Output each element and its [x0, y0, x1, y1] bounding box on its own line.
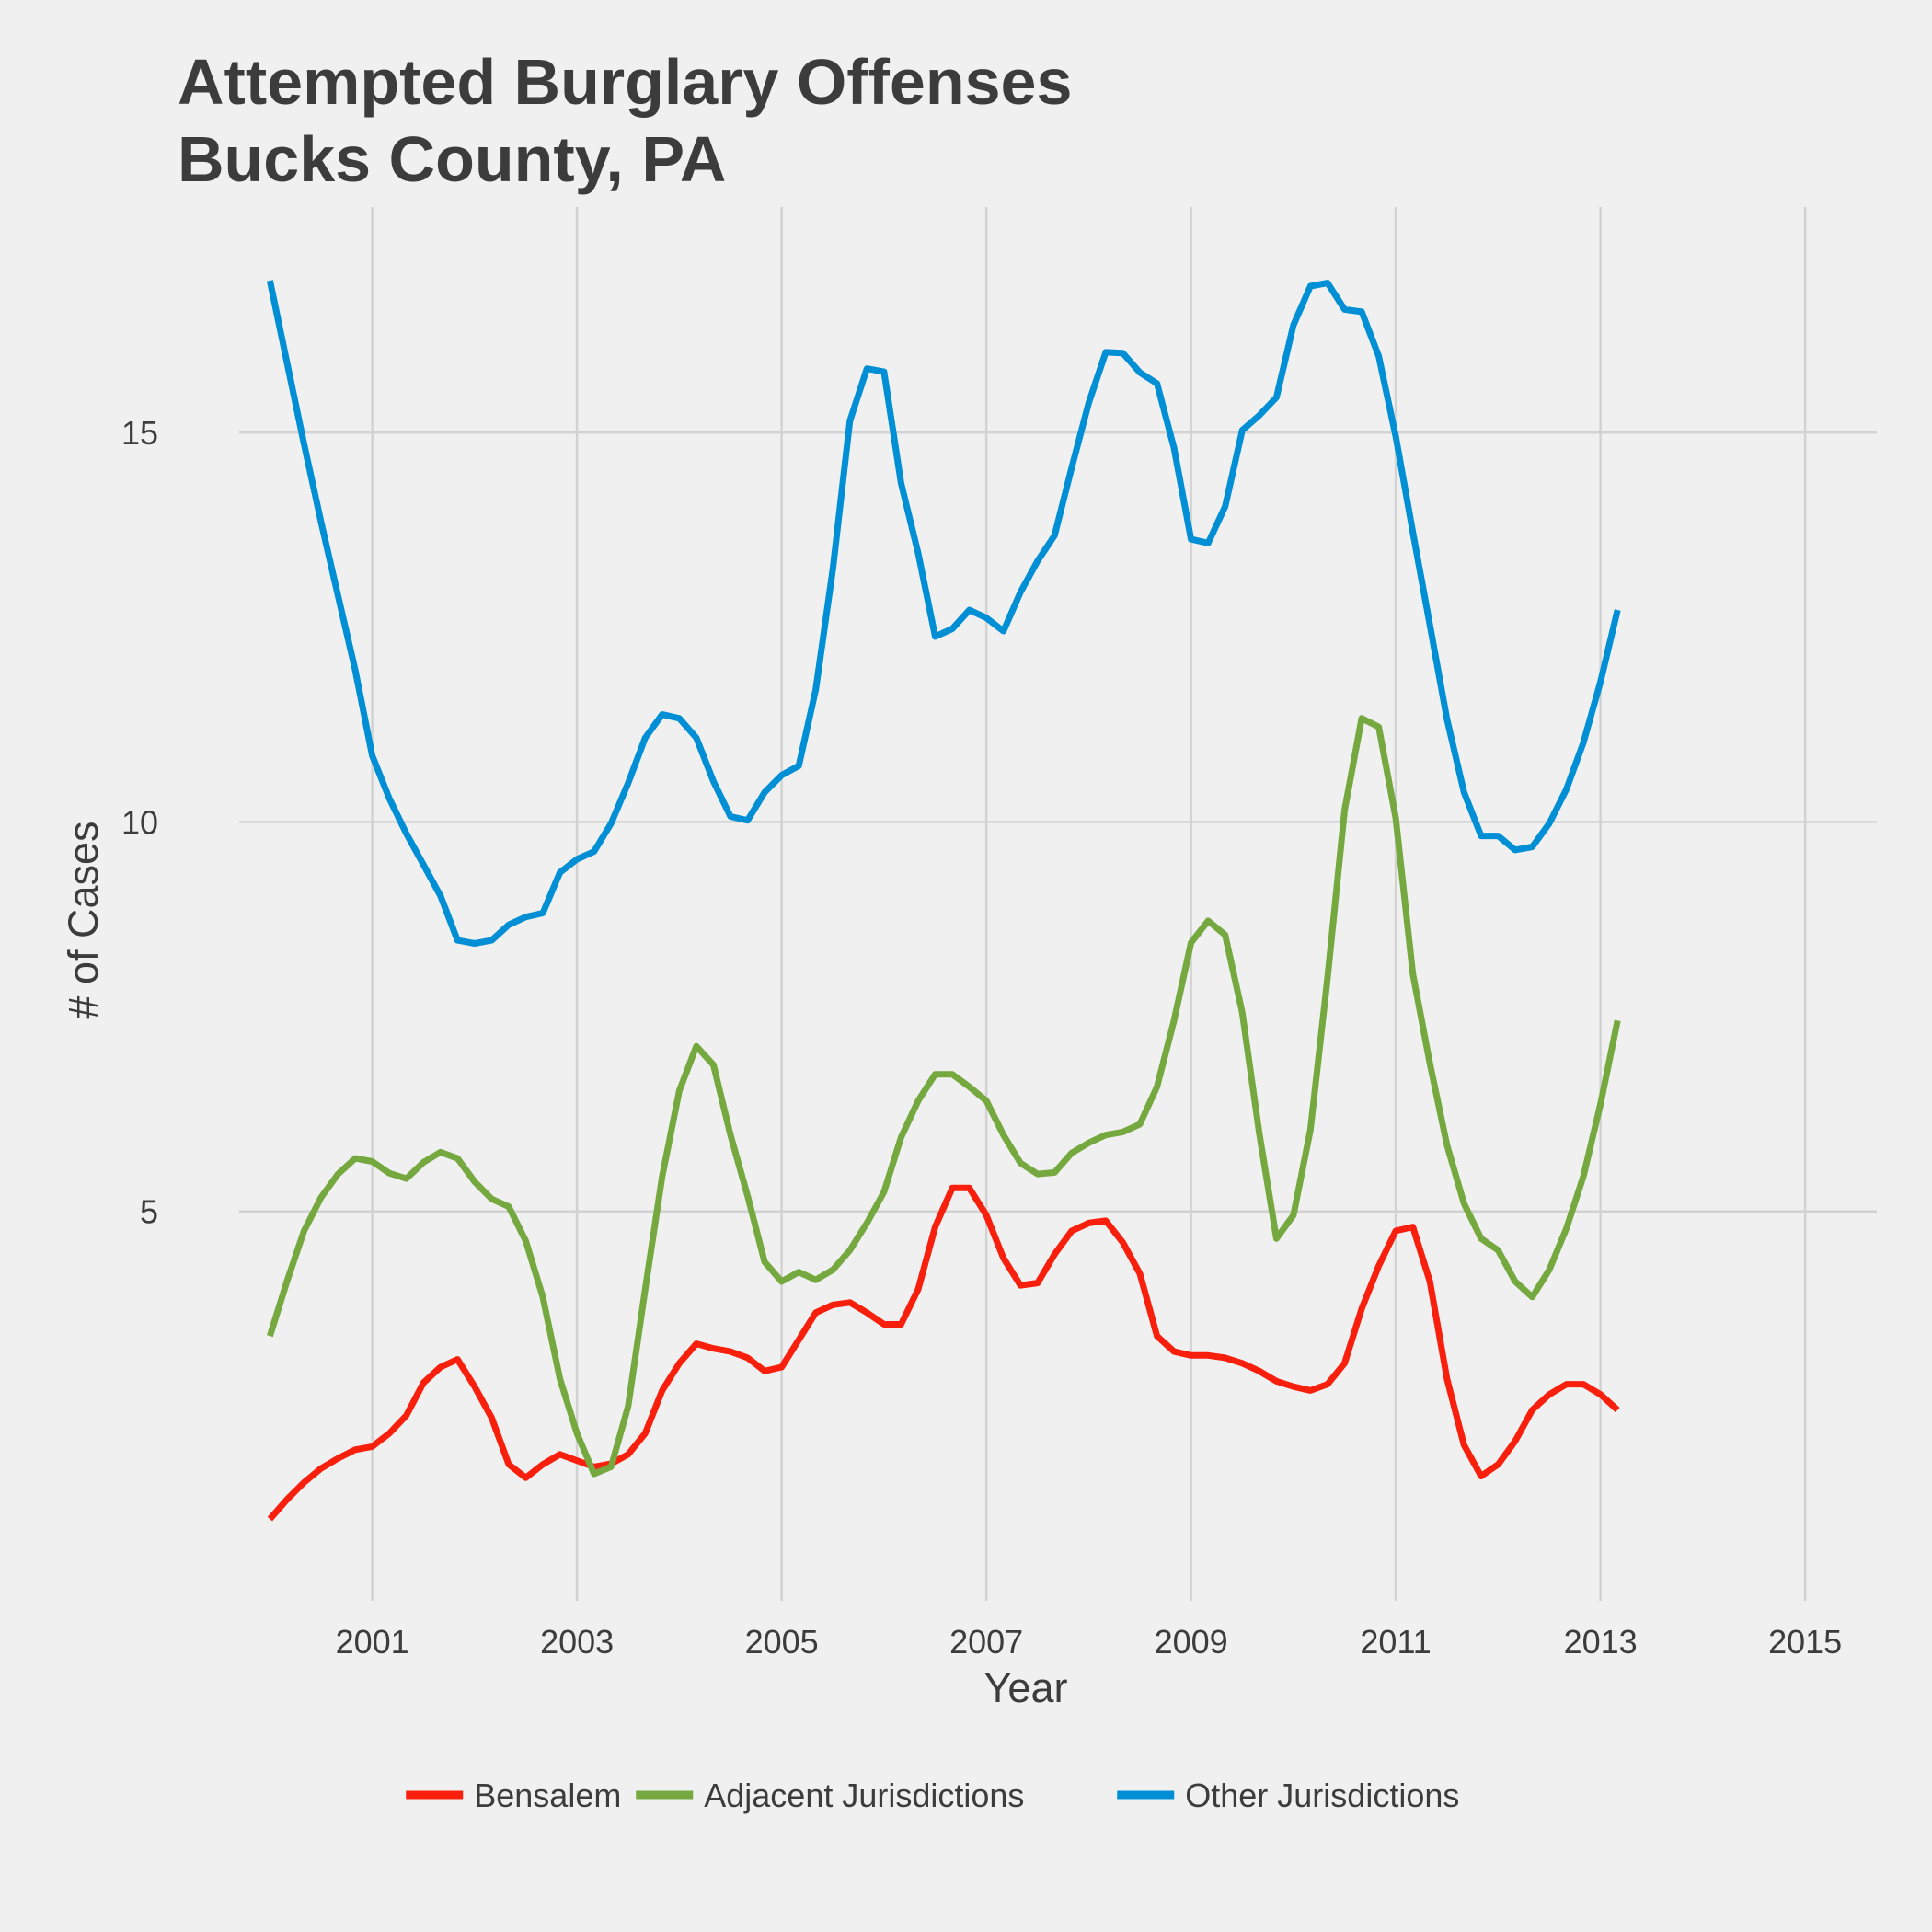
x-tick-labels: 2001 2003 2005 2007 2009 2011 2013 2015 — [336, 1623, 1843, 1661]
x-tick-label: 2011 — [1360, 1623, 1431, 1661]
y-tick-label: 5 — [140, 1193, 158, 1231]
x-tick-label: 2015 — [1768, 1623, 1842, 1661]
y-tick-label: 10 — [121, 803, 158, 841]
y-axis-title: # of Cases — [60, 821, 107, 1018]
legend: Bensalem Adjacent Jurisdictions Other Juri… — [406, 1777, 1459, 1814]
x-tick-label: 2013 — [1564, 1623, 1638, 1661]
legend-label-other-jurisdictions: Other Jurisdictions — [1185, 1777, 1459, 1814]
chart-title-line-1: Attempted Burglary Offenses — [178, 46, 1072, 118]
chart-title-line-2: Bucks County, PA — [178, 123, 726, 195]
series-line-adjacent-jurisdictions — [267, 715, 1621, 1478]
legend-label-bensalem: Bensalem — [474, 1777, 621, 1814]
legend-label-adjacent-jurisdictions: Adjacent Jurisdictions — [704, 1777, 1024, 1814]
gridlines — [239, 207, 1877, 1601]
x-tick-label: 2009 — [1155, 1623, 1228, 1661]
series-line-other-jurisdictions — [266, 280, 1621, 947]
y-tick-label: 15 — [121, 414, 158, 452]
series-line-bensalem — [267, 1184, 1620, 1522]
x-tick-label: 2007 — [949, 1623, 1023, 1661]
x-axis-title: Year — [984, 1664, 1068, 1711]
x-tick-label: 2005 — [745, 1623, 819, 1661]
x-tick-label: 2001 — [336, 1623, 409, 1661]
y-tick-labels: 5 10 15 — [121, 414, 158, 1231]
series-lines — [266, 280, 1621, 1522]
x-tick-label: 2003 — [540, 1623, 614, 1661]
